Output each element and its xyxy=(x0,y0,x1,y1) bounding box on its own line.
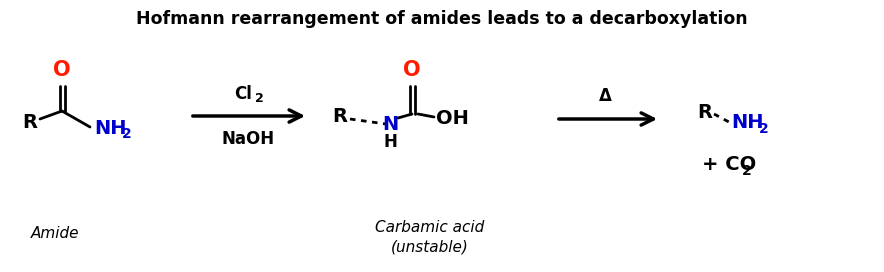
Text: NaOH: NaOH xyxy=(221,130,275,148)
Text: H: H xyxy=(383,133,397,151)
Text: (unstable): (unstable) xyxy=(391,240,469,255)
Text: O: O xyxy=(403,60,421,80)
Text: + CO: + CO xyxy=(702,156,756,175)
Text: N: N xyxy=(382,115,398,134)
Text: O: O xyxy=(53,60,71,80)
Text: R: R xyxy=(332,107,347,126)
Text: Amide: Amide xyxy=(31,227,80,242)
Text: 2: 2 xyxy=(255,92,263,106)
Text: 2: 2 xyxy=(742,164,751,178)
Text: NH: NH xyxy=(94,119,126,138)
Text: 2: 2 xyxy=(759,122,769,136)
Text: 2: 2 xyxy=(122,127,132,141)
Text: Hofmann rearrangement of amides leads to a decarboxylation: Hofmann rearrangement of amides leads to… xyxy=(136,10,748,28)
Text: R: R xyxy=(22,113,37,131)
Text: Carbamic acid: Carbamic acid xyxy=(376,220,484,234)
Text: NH: NH xyxy=(731,113,764,132)
Text: Cl: Cl xyxy=(234,85,252,103)
Text: Δ: Δ xyxy=(598,87,612,105)
Text: R: R xyxy=(697,103,713,122)
Text: OH: OH xyxy=(436,109,469,128)
